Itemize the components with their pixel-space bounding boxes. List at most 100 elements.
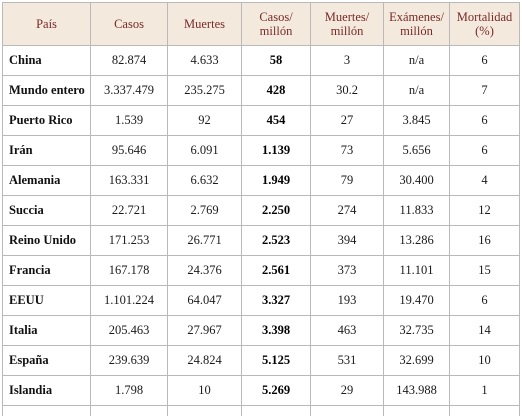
cell-deaths-per-million: 373 <box>311 256 384 286</box>
cell-deaths: 26.771 <box>168 226 242 256</box>
column-header-line: (%) <box>475 24 494 38</box>
cell-deaths: 24.376 <box>168 256 242 286</box>
empty-cell <box>3 406 91 416</box>
cell-tests-per-million: 32.735 <box>384 316 450 346</box>
column-header-line: Muertes/ <box>325 10 369 24</box>
column-header-line: Muertes <box>184 17 225 31</box>
column-header-line: Mortalidad <box>457 10 513 24</box>
cell-mortality: 16 <box>450 226 520 256</box>
cell-mortality: 14 <box>450 316 520 346</box>
cell-cases: 163.331 <box>91 166 168 196</box>
cell-deaths-per-million: 79 <box>311 166 384 196</box>
cell-cases-per-million: 3.327 <box>242 286 311 316</box>
column-header-deaths-per-million: Muertes/millón <box>311 3 384 46</box>
column-header-line: millón <box>331 24 364 38</box>
cell-cases-per-million: 1.139 <box>242 136 311 166</box>
cell-mortality: 12 <box>450 196 520 226</box>
cell-deaths: 235.275 <box>168 76 242 106</box>
country-cell: Italia <box>3 316 91 346</box>
cell-cases-per-million: 2.561 <box>242 256 311 286</box>
cell-deaths-per-million: 394 <box>311 226 384 256</box>
cell-deaths: 27.967 <box>168 316 242 346</box>
cell-deaths-per-million: 193 <box>311 286 384 316</box>
cell-cases-per-million: 5.125 <box>242 346 311 376</box>
cell-tests-per-million: 32.699 <box>384 346 450 376</box>
cell-mortality: 10 <box>450 346 520 376</box>
column-header-line: País <box>36 17 57 31</box>
cell-deaths-per-million: 463 <box>311 316 384 346</box>
cell-cases-per-million: 428 <box>242 76 311 106</box>
cell-tests-per-million: 19.470 <box>384 286 450 316</box>
cell-tests-per-million: 5.656 <box>384 136 450 166</box>
column-header-line: millón <box>260 24 293 38</box>
cell-cases: 82.874 <box>91 46 168 76</box>
country-cell: Alemania <box>3 166 91 196</box>
column-header-deaths: Muertes <box>168 3 242 46</box>
column-header-line: Casos/ <box>259 10 292 24</box>
cell-tests-per-million: n/a <box>384 46 450 76</box>
empty-cell <box>311 406 384 416</box>
column-header-mortality: Mortalidad(%) <box>450 3 520 46</box>
cell-mortality: 6 <box>450 136 520 166</box>
country-cell: EEUU <box>3 286 91 316</box>
cell-mortality: 6 <box>450 106 520 136</box>
cell-deaths-per-million: 531 <box>311 346 384 376</box>
cell-cases: 3.337.479 <box>91 76 168 106</box>
cell-mortality: 4 <box>450 166 520 196</box>
cell-mortality: 6 <box>450 286 520 316</box>
cell-deaths: 4.633 <box>168 46 242 76</box>
cell-cases-per-million: 5.269 <box>242 376 311 406</box>
cell-tests-per-million: 11.101 <box>384 256 450 286</box>
cell-deaths: 2.769 <box>168 196 242 226</box>
cell-cases: 205.463 <box>91 316 168 346</box>
country-cell: Succia <box>3 196 91 226</box>
column-header-cases-per-million: Casos/millón <box>242 3 311 46</box>
cell-deaths-per-million: 29 <box>311 376 384 406</box>
country-cell: Mundo entero <box>3 76 91 106</box>
table-row-partial <box>3 406 520 416</box>
cell-deaths-per-million: 27 <box>311 106 384 136</box>
cell-tests-per-million: 143.988 <box>384 376 450 406</box>
country-cell: España <box>3 346 91 376</box>
cell-mortality: 15 <box>450 256 520 286</box>
country-cell: Francia <box>3 256 91 286</box>
cell-cases-per-million: 2.523 <box>242 226 311 256</box>
cell-cases-per-million: 3.398 <box>242 316 311 346</box>
cell-tests-per-million: 11.833 <box>384 196 450 226</box>
column-header-line: millón <box>400 24 433 38</box>
cell-deaths: 10 <box>168 376 242 406</box>
cell-tests-per-million: n/a <box>384 76 450 106</box>
column-header-line: Exámenes/ <box>389 10 444 24</box>
cell-mortality: 6 <box>450 46 520 76</box>
cell-deaths-per-million: 73 <box>311 136 384 166</box>
cell-tests-per-million: 3.845 <box>384 106 450 136</box>
empty-cell <box>91 406 168 416</box>
empty-cell <box>242 406 311 416</box>
cell-mortality: 7 <box>450 76 520 106</box>
country-cell: Reino Unido <box>3 226 91 256</box>
cell-cases: 95.646 <box>91 136 168 166</box>
cell-deaths: 64.047 <box>168 286 242 316</box>
empty-cell <box>450 406 520 416</box>
column-header-country: País <box>3 3 91 46</box>
cell-deaths: 6.632 <box>168 166 242 196</box>
cell-cases: 1.539 <box>91 106 168 136</box>
column-header-tests-per-million: Exámenes/millón <box>384 3 450 46</box>
empty-cell <box>168 406 242 416</box>
country-cell: China <box>3 46 91 76</box>
cell-mortality: 1 <box>450 376 520 406</box>
